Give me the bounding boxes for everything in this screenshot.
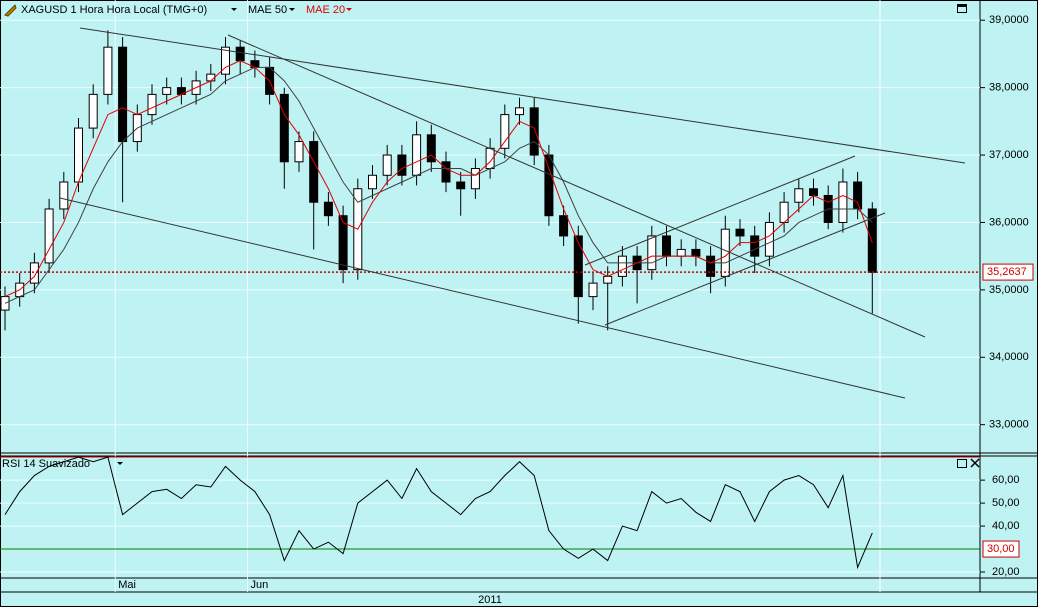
level-label: 30,00 [987, 543, 1015, 555]
candle-body [764, 221, 774, 257]
y-tick-label: 50,00 [992, 497, 1020, 509]
moving-average-line [4, 60, 873, 298]
candle-body [750, 235, 760, 257]
candle-body [838, 181, 848, 223]
candle-body [103, 46, 113, 95]
candle-body [603, 275, 613, 284]
y-tick-label: 38,0000 [989, 82, 1029, 94]
candle-body [735, 228, 745, 237]
level-box [982, 540, 1020, 558]
candle-body [338, 215, 348, 271]
x-tick-label: Mai [118, 579, 136, 591]
candle-body [617, 255, 627, 277]
y-tick-label: 33,0000 [989, 419, 1029, 431]
y-tick-label: 36,0000 [989, 216, 1029, 228]
trendline [79, 27, 966, 164]
candle-body [147, 93, 157, 116]
maximize-button[interactable] [957, 4, 967, 13]
candle-body [500, 114, 510, 149]
candle-body [676, 248, 686, 257]
last-price-label: 35,2637 [987, 266, 1027, 278]
candle-body [279, 93, 289, 163]
candle-body [691, 248, 701, 257]
candle-body [397, 154, 407, 176]
chart-title[interactable]: XAGUSD 1 Hora Hora Local (TMG+0) [21, 4, 207, 16]
symbol-icon[interactable] [4, 4, 17, 17]
trendlines [59, 27, 966, 399]
year-label: 2011 [478, 594, 502, 606]
candle-body [294, 141, 304, 163]
dropdown-caret[interactable] [231, 8, 237, 11]
candle-body [544, 154, 554, 217]
dropdown-caret[interactable] [346, 8, 352, 11]
candle-body [809, 188, 818, 196]
candle-body [382, 154, 392, 176]
y-tick-label: 20,00 [992, 566, 1020, 578]
candle-body [706, 255, 716, 277]
candle-body [662, 235, 671, 257]
close-button[interactable] [970, 458, 980, 468]
candle-body [515, 107, 524, 116]
dropdown-caret[interactable] [289, 8, 295, 11]
plot: 33,0000 34,0000 35,0000 36,0000 37,0000 38,00… [0, 0, 1034, 592]
candle-body [412, 134, 422, 176]
candle-body [368, 174, 377, 190]
y-tick-label: 35,0000 [989, 284, 1029, 296]
candle-body [794, 188, 804, 203]
candle-body [206, 73, 216, 82]
candle-body [235, 46, 245, 62]
y-tick-label: 39,0000 [989, 14, 1029, 26]
candle-body [456, 181, 466, 190]
trendline [584, 155, 856, 266]
legend-entry[interactable]: MAE 50 [248, 4, 287, 16]
candle-body [29, 262, 39, 284]
x-tick-label: Jun [251, 579, 269, 591]
maximize-button[interactable] [957, 459, 967, 468]
candle-body [221, 46, 230, 75]
candle-body [573, 235, 583, 298]
candle-body [720, 228, 730, 277]
legend-entry[interactable]: MAE 20 [306, 4, 345, 16]
candle-body [853, 181, 863, 210]
y-tick-label: 34,0000 [989, 351, 1029, 363]
candle-body [44, 208, 54, 264]
candle-body [59, 181, 69, 210]
trendline [59, 197, 906, 399]
candle-body [529, 107, 539, 156]
last-price-box [982, 263, 1034, 281]
candle-body [470, 168, 480, 190]
moving-average-line [4, 66, 873, 304]
candle-body [647, 235, 657, 271]
candle-body [118, 46, 128, 143]
y-tick-label: 40,00 [992, 520, 1020, 532]
candle-body [323, 201, 333, 217]
candle-body [426, 134, 436, 163]
trendline [227, 34, 926, 338]
y-tick-label: 37,0000 [989, 149, 1029, 161]
trendline [604, 212, 886, 326]
candle-body [88, 93, 98, 129]
candle-body [588, 282, 598, 298]
candle-body [441, 161, 451, 183]
candle-body [162, 87, 172, 95]
candle-body [559, 215, 569, 237]
candle-body [309, 141, 319, 203]
indicator-title[interactable]: RSI 14 Suavizado [2, 458, 90, 470]
dropdown-caret[interactable] [117, 462, 123, 465]
candle-body [74, 127, 83, 183]
rsi-line [4, 456, 873, 570]
y-tick-label: 60,00 [992, 474, 1020, 486]
